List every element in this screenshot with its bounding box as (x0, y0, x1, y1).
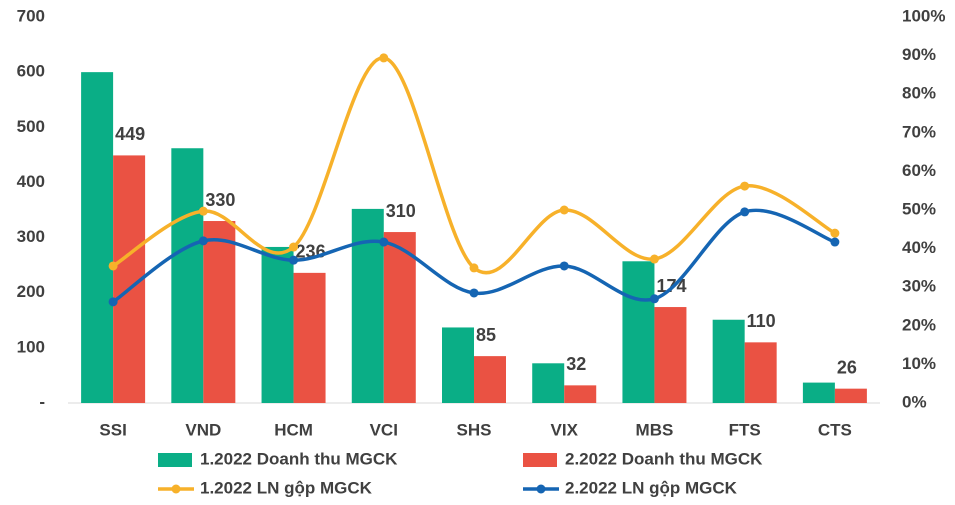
y2-tick-label: 70% (902, 122, 936, 141)
data-label: 310 (386, 201, 416, 221)
bar (532, 363, 565, 403)
y-tick-label: 200 (17, 282, 45, 301)
legend-label: 2.2022 LN gộp MGCK (565, 478, 738, 497)
bar (203, 221, 236, 403)
legend-label: 2.2022 Doanh thu MGCK (565, 449, 763, 468)
y2-tick-label: 80% (902, 84, 936, 103)
bar (81, 72, 114, 404)
y-tick-label: - (39, 392, 45, 411)
bar (261, 246, 294, 403)
line-marker (559, 205, 569, 215)
data-label: 449 (115, 124, 145, 144)
line-marker (649, 254, 659, 264)
legend-swatch (171, 484, 181, 494)
y2-tick-label: 90% (902, 45, 936, 64)
line-marker (740, 207, 750, 217)
bar (474, 356, 506, 403)
line-marker (379, 237, 389, 247)
bar (744, 342, 777, 403)
y-tick-label: 400 (17, 172, 45, 191)
x-tick-label: VND (185, 420, 221, 439)
line-marker (740, 181, 750, 191)
legend-swatch (536, 484, 546, 494)
x-tick-label: MBS (636, 420, 674, 439)
data-label: 26 (837, 357, 857, 377)
y-tick-label: 300 (17, 227, 45, 246)
bar (442, 327, 474, 403)
line-marker (198, 206, 208, 216)
line-marker (198, 236, 208, 246)
bar (293, 272, 326, 403)
line-marker (289, 255, 299, 265)
data-label: 330 (205, 190, 235, 210)
legend-label: 1.2022 LN gộp MGCK (200, 478, 373, 497)
bar (351, 208, 384, 403)
legend-label: 1.2022 Doanh thu MGCK (200, 449, 398, 468)
y2-tick-label: 0% (902, 392, 927, 411)
bar (383, 232, 416, 403)
line-marker (830, 228, 840, 238)
line-marker (108, 297, 118, 307)
line-marker (649, 294, 659, 304)
x-tick-label: VIX (551, 420, 579, 439)
y2-tick-label: 100% (902, 6, 945, 25)
line (112, 56, 836, 275)
line-marker (379, 53, 389, 63)
bar (171, 148, 204, 403)
legend-swatch (158, 453, 192, 467)
legend-swatch (523, 453, 557, 467)
y-tick-label: 500 (17, 117, 45, 136)
line-marker (108, 261, 118, 271)
bar (654, 307, 687, 403)
x-tick-label: SSI (99, 420, 126, 439)
x-tick-label: FTS (729, 420, 761, 439)
y2-tick-label: 60% (902, 161, 936, 180)
y-tick-label: 600 (17, 62, 45, 81)
line-marker (469, 288, 479, 298)
x-tick-label: VCI (370, 420, 398, 439)
line-marker (559, 261, 569, 271)
y2-tick-label: 50% (902, 199, 936, 218)
y2-tick-label: 10% (902, 354, 936, 373)
y-tick-label: 100 (17, 337, 45, 356)
bar (712, 319, 745, 403)
line-marker (830, 237, 840, 247)
bar (622, 261, 655, 403)
line-marker (469, 263, 479, 273)
bar (802, 382, 835, 403)
bar (834, 388, 867, 403)
line-marker (289, 242, 299, 252)
y-tick-label: 700 (17, 6, 45, 25)
bar (564, 385, 597, 403)
x-tick-label: CTS (818, 420, 852, 439)
data-label: 32 (566, 354, 586, 374)
x-tick-label: HCM (274, 420, 313, 439)
x-tick-label: SHS (457, 420, 492, 439)
data-label: 110 (747, 311, 776, 331)
y2-tick-label: 40% (902, 238, 936, 257)
y2-tick-label: 30% (902, 277, 936, 296)
y2-tick-label: 20% (902, 315, 936, 334)
data-label: 85 (476, 325, 496, 345)
